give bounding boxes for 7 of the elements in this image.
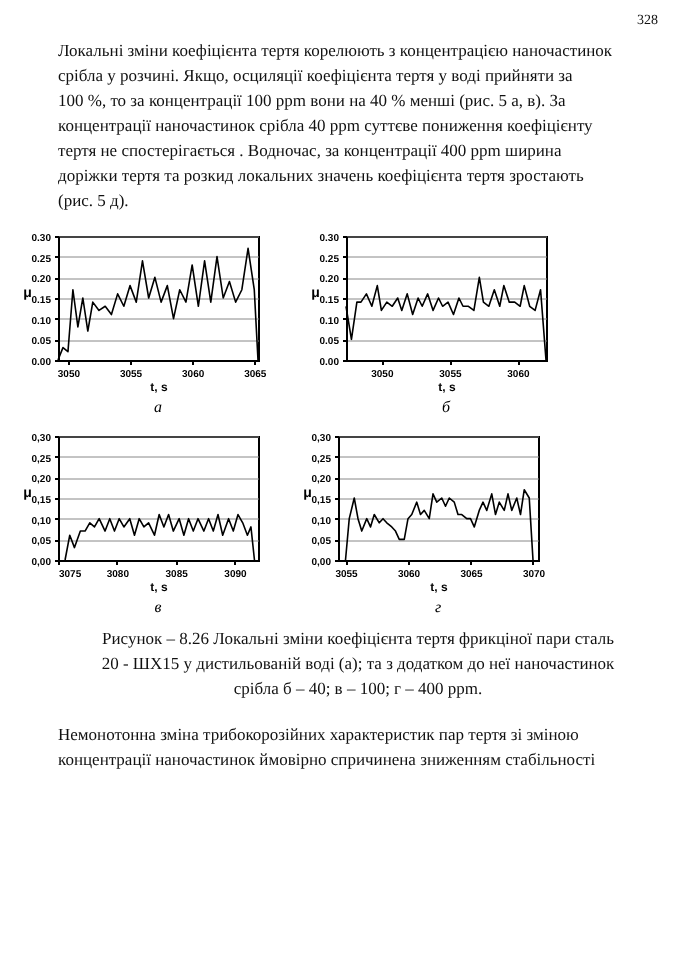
- text: Локальні зміни коефіцієнта тертя корелюють з концентрацією наночастинок срібла у розчині. Якщо, осциляції коефіцієнта тертя у воді прийняти за 100 %, то за концентрації 100 ppm вони на 40 % менші (рис. 5 а, в). За концентрації наночастинок срібла 40 ppm суттєве пониження коефіцієнту тертя не спостерігається . Водночас, за концентрації 400 ppm ширина доріжки тертя та розкид локальних значень коефіцієнта тертя зростають (рис. 5 д).: [58, 40, 614, 210]
- text: б: [441, 398, 452, 416]
- text: Немонотонна зміна трибокорозійних характеристик пар тертя зі зміною концентрації наночастинок ймовірно спричинена зниженням стабільності: [58, 724, 597, 769]
- text: а: [154, 398, 162, 416]
- text: Рисунок – 8.26 Локальні зміни коефіцієнта тертя фрикціної пари сталь 20 - ШХ15 у дистильованій воді (а); та з додатком до неї наночастинок срібла б – 40; в – 100; г – 400 ppm.: [101, 628, 617, 698]
- text: в: [154, 598, 163, 616]
- text: г: [434, 598, 442, 616]
